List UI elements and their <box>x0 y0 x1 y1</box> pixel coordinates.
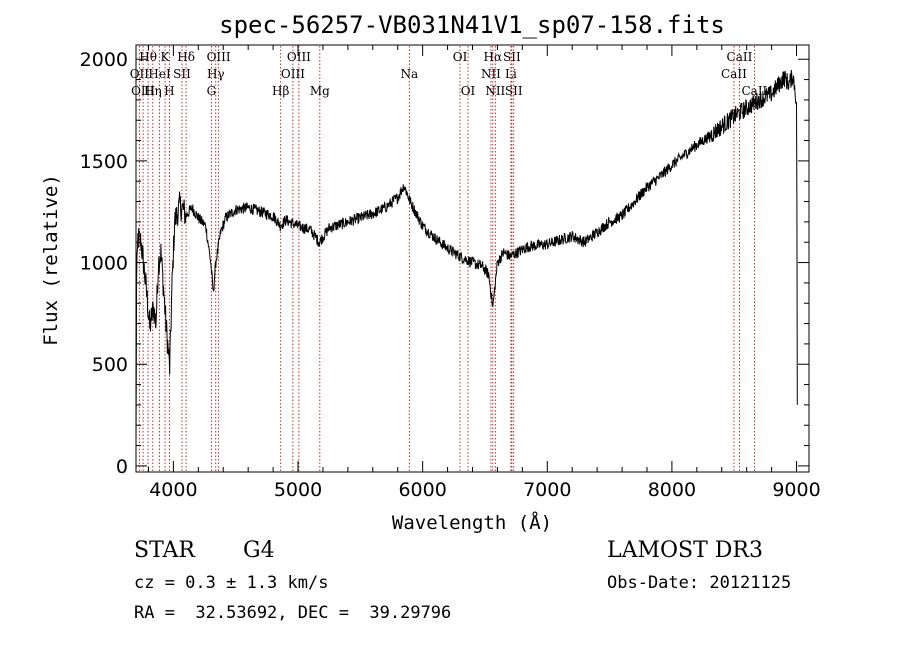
spectral-line-label: OIII <box>207 50 231 64</box>
spectral-line-label: OIII <box>131 84 155 98</box>
spectral-line-label: Hβ <box>272 84 289 98</box>
x-tick-label: 8000 <box>648 479 696 501</box>
x-tick-label: 7000 <box>523 479 571 501</box>
x-tick-label: 5000 <box>274 479 322 501</box>
spectral-line-label: OIII <box>287 50 311 64</box>
y-axis-ticks: 0 500 1000 1500 2000 <box>80 49 809 478</box>
y-tick-label: 2000 <box>80 49 128 71</box>
chart-title: spec-56257-VB031N41V1_sp07-158.fits <box>219 11 725 39</box>
x-tick-label: 6000 <box>398 479 446 501</box>
spectral-line-label: CaII <box>741 84 767 98</box>
x-axis-ticks: 4000 5000 6000 7000 8000 9000 <box>147 45 821 501</box>
spectral-line-label: G <box>207 84 217 98</box>
spectral-line-label: SII <box>173 67 191 81</box>
spectral-line-label: HeI <box>148 67 171 81</box>
coordinates: RA = 32.53692, DEC = 39.29796 <box>134 603 452 623</box>
object-type: STAR <box>134 538 195 563</box>
spectral-line-label: K <box>161 50 171 64</box>
spectral-line-label: OI <box>461 84 476 98</box>
y-axis-label: Flux (relative) <box>40 174 62 346</box>
survey-name: LAMOST DR3 <box>607 538 763 563</box>
spectral-line-label: Hθ <box>139 50 157 64</box>
spectral-line-label: Hδ <box>177 50 195 64</box>
object-subclass: G4 <box>243 538 275 563</box>
y-tick-label: 500 <box>92 354 128 376</box>
flux-series-line <box>135 69 798 442</box>
x-tick-label: 4000 <box>149 479 197 501</box>
spectral-line-label: OIII <box>281 67 305 81</box>
y-tick-label: 0 <box>116 456 128 478</box>
redshift-cz: cz = 0.3 ± 1.3 km/s <box>134 573 329 593</box>
spectral-line-label: Li <box>505 67 517 81</box>
spectral-line-label: OI <box>453 50 468 64</box>
spectral-line-label: CaII <box>727 50 753 64</box>
x-tick-label: 9000 <box>772 479 820 501</box>
x-axis-label: Wavelength (Å) <box>392 511 552 534</box>
spectral-line-label: NII <box>485 84 505 98</box>
spectral-line-label: OII <box>130 67 150 81</box>
spectral-line-label: Hη <box>144 84 162 98</box>
spectral-line-label: H <box>164 84 174 98</box>
spectral-line-label: SII <box>505 84 523 98</box>
spectral-line-label: Mg <box>310 84 330 98</box>
spectral-line-label: CaII <box>721 67 747 81</box>
spectral-line-label: NII <box>481 67 501 81</box>
spectral-line-label: Hγ <box>207 67 225 81</box>
spectral-line-markers: Hθ OII OIII K HeI Hη Hδ SII H OIII Hγ G OIII OIII Hβ Mg… <box>130 46 768 471</box>
spectral-line-label: Hα <box>484 50 503 64</box>
obs-date: Obs-Date: 20121125 <box>607 573 792 593</box>
y-tick-label: 1000 <box>80 253 128 275</box>
y-tick-label: 1500 <box>80 151 128 173</box>
spectral-line-label: SII <box>503 50 521 64</box>
spectral-line-label: Na <box>400 67 418 81</box>
